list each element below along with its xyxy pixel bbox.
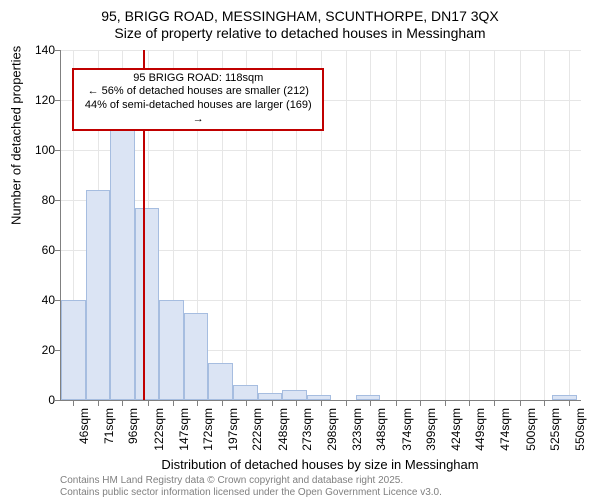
x-tick [296,400,297,406]
y-tick [55,400,61,401]
x-tick [272,400,273,406]
histogram-bar [307,395,332,400]
x-tick [494,400,495,406]
x-tick [98,400,99,406]
x-tick [197,400,198,406]
x-tick [246,400,247,406]
chart-container: 95, BRIGG ROAD, MESSINGHAM, SCUNTHORPE, … [0,0,600,500]
y-tick [55,150,61,151]
x-tick [321,400,322,406]
y-tick-label: 60 [21,243,55,257]
footer-line-1: Contains HM Land Registry data © Crown c… [60,475,442,487]
x-tick [122,400,123,406]
histogram-bar [135,208,160,401]
x-tick [420,400,421,406]
x-tick [469,400,470,406]
footer-attribution: Contains HM Land Registry data © Crown c… [60,475,442,498]
x-tick [445,400,446,406]
gridline-v [569,50,570,400]
title-line-1: 95, BRIGG ROAD, MESSINGHAM, SCUNTHORPE, … [0,8,600,25]
x-tick [173,400,174,406]
histogram-bar [61,300,86,400]
y-tick [55,250,61,251]
gridline-v [420,50,421,400]
histogram-bar [208,363,233,401]
gridline-v [469,50,470,400]
y-tick-label: 40 [21,293,55,307]
x-tick [370,400,371,406]
x-tick [73,400,74,406]
y-tick-label: 80 [21,193,55,207]
histogram-bar [233,385,258,400]
footer-line-2: Contains public sector information licen… [60,487,442,499]
histogram-bar [282,390,307,400]
y-tick-label: 100 [21,143,55,157]
y-tick-label: 20 [21,343,55,357]
gridline-v [396,50,397,400]
y-tick [55,100,61,101]
annotation-line-1: 95 BRIGG ROAD: 118sqm [80,72,316,86]
x-tick [222,400,223,406]
x-tick [346,400,347,406]
gridline-v [445,50,446,400]
gridline-v [494,50,495,400]
histogram-bar [356,395,381,400]
x-tick [544,400,545,406]
title-line-2: Size of property relative to detached ho… [0,25,600,42]
histogram-bar [110,125,135,400]
y-tick-label: 0 [21,393,55,407]
y-tick [55,50,61,51]
annotation-line-2: ← 56% of detached houses are smaller (21… [80,85,316,99]
y-tick-label: 140 [21,43,55,57]
x-tick [569,400,570,406]
gridline-v [370,50,371,400]
gridline-v [346,50,347,400]
annotation-line-3: 44% of semi-detached houses are larger (… [80,99,316,127]
gridline-v [544,50,545,400]
histogram-bar [258,393,283,401]
histogram-bar [159,300,184,400]
plot-area: 02040608010012014046sqm71sqm96sqm122sqm1… [60,50,581,401]
gridline-v [520,50,521,400]
annotation-box: 95 BRIGG ROAD: 118sqm← 56% of detached h… [72,68,324,131]
histogram-bar [184,313,209,401]
histogram-bar [86,190,111,400]
x-axis-title: Distribution of detached houses by size … [60,457,580,472]
x-tick [148,400,149,406]
histogram-bar [552,395,577,400]
y-tick [55,200,61,201]
x-tick [520,400,521,406]
x-tick [396,400,397,406]
y-tick-label: 120 [21,93,55,107]
